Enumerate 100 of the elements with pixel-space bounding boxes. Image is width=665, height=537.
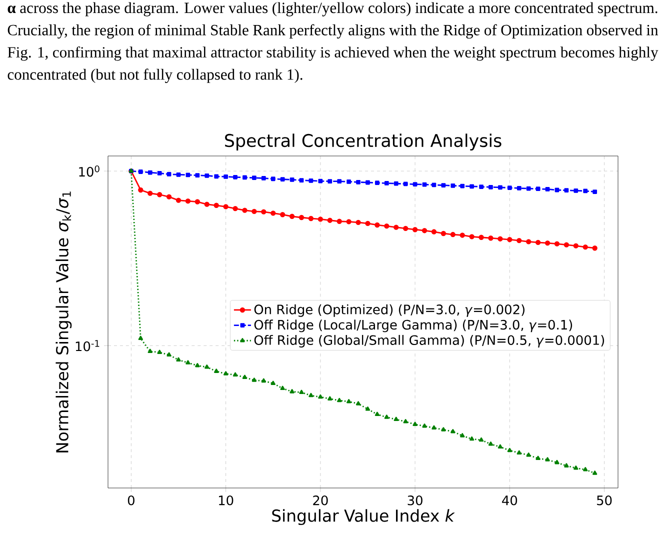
point: [374, 222, 380, 228]
point: [186, 172, 190, 178]
point: [337, 179, 342, 184]
point: [270, 380, 276, 386]
point: [536, 456, 540, 460]
point: [422, 182, 427, 187]
point: [545, 457, 550, 462]
point: [242, 175, 247, 180]
point: [176, 198, 182, 203]
point: [242, 374, 248, 380]
point: [432, 182, 436, 188]
chart-title: Spectral Concentration Analysis: [225, 134, 502, 150]
point: [318, 216, 324, 222]
point: [233, 174, 238, 180]
point: [526, 239, 532, 244]
point: [469, 234, 474, 240]
point: [270, 176, 276, 182]
point: [176, 357, 181, 362]
point: [166, 194, 172, 200]
point: [564, 463, 569, 468]
point: [356, 180, 360, 184]
point: [516, 186, 522, 190]
point: [328, 396, 332, 400]
point: [252, 176, 256, 180]
point: [365, 220, 370, 226]
point: [346, 180, 352, 184]
point: [441, 427, 446, 432]
point: [574, 188, 578, 193]
point: [185, 198, 191, 204]
point: [157, 350, 162, 354]
point: [366, 180, 370, 185]
point: [479, 184, 484, 189]
point: [384, 223, 390, 229]
point: [346, 399, 352, 404]
point: [299, 178, 304, 183]
point: [478, 437, 484, 442]
point: [402, 226, 408, 232]
point: [328, 179, 332, 184]
point: [308, 216, 314, 222]
point: [289, 214, 295, 219]
point: [298, 214, 304, 220]
point: [498, 444, 503, 449]
point: [252, 378, 257, 382]
point: [498, 236, 503, 242]
point: [394, 181, 398, 186]
point: [280, 386, 285, 390]
point: [469, 436, 474, 441]
point: [195, 362, 200, 368]
point: [432, 425, 436, 430]
x-tick-label: 50: [597, 495, 612, 506]
x-axis-title: Singular Value Index k: [272, 509, 455, 526]
point: [327, 218, 332, 223]
x-tick-label: 0: [128, 495, 134, 506]
point: [346, 219, 352, 224]
point: [336, 218, 342, 224]
point: [280, 177, 285, 182]
point: [592, 246, 598, 251]
point: [583, 188, 588, 194]
point: [450, 232, 456, 238]
point: [318, 394, 323, 399]
point: [488, 236, 494, 241]
point: [308, 178, 314, 183]
point: [488, 441, 494, 446]
point: [194, 199, 200, 204]
point: [564, 188, 569, 192]
point: [554, 241, 560, 246]
text: α across the phase diagram. Lower values (lighter/yellow colors) indicate a more concentrated spectrum. Crucially, the region of minimal Stable Rank perfectly aligns with the Ridge of Optimization observed in Fig. 1, confirming that maximal attractor stability is achieved when the weight spectrum becomes highly concentrated (but not fully collapsed to rank 1).: [8, 2, 658, 83]
point: [166, 172, 172, 176]
point: [166, 352, 172, 357]
y-tick-label: 10$^{-1}$: [76, 340, 100, 352]
point: [488, 184, 493, 190]
point: [252, 208, 257, 214]
point: [214, 368, 219, 373]
point: [507, 186, 512, 190]
point: [195, 173, 200, 178]
point: [176, 172, 181, 177]
point: [545, 187, 550, 192]
legend-label: Off Ridge (Global/Small Gamma) (P/N=0.5, γ=0.0001): [254, 334, 604, 348]
point: [318, 178, 323, 184]
point: [290, 389, 294, 394]
point: [290, 177, 294, 182]
point: [554, 188, 560, 192]
point: [460, 232, 465, 238]
point: [592, 190, 598, 194]
point: [261, 176, 266, 180]
point: [223, 204, 228, 210]
point: [422, 228, 428, 234]
x-tick-label: 30: [408, 495, 422, 506]
point: [232, 206, 238, 212]
point: [573, 243, 578, 248]
point: [214, 202, 219, 208]
y-tick-label: 10$^{0}$: [79, 165, 100, 177]
point: [470, 184, 474, 189]
point: [535, 240, 541, 246]
point: [460, 184, 465, 188]
point: [431, 229, 437, 234]
point: [138, 336, 143, 340]
point: [356, 401, 361, 406]
point: [450, 183, 456, 188]
x-tick-label: 20: [313, 495, 328, 506]
